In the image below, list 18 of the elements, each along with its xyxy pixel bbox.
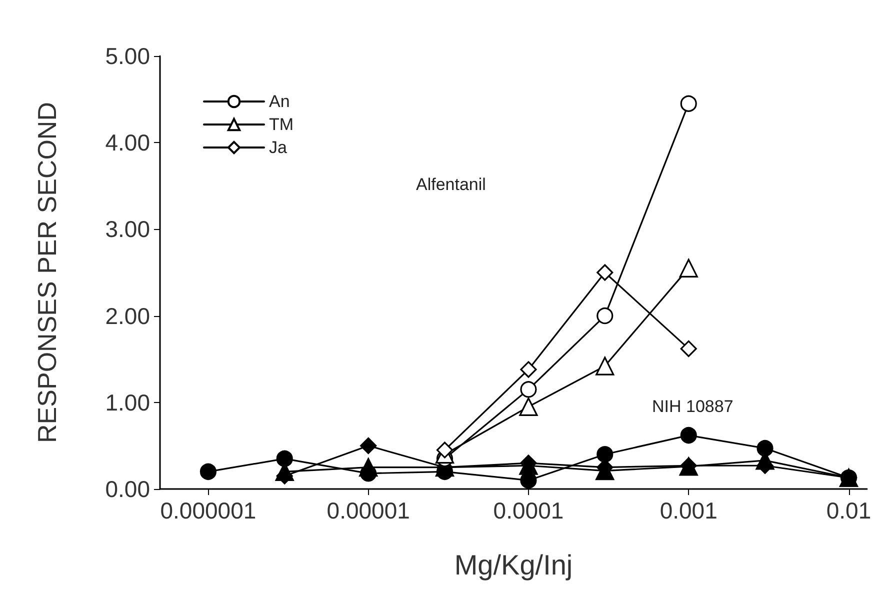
y-tick-label: 1.00 xyxy=(105,389,150,416)
legend-label: TM xyxy=(269,115,294,134)
annotation: NIH 10887 xyxy=(652,397,734,416)
y-tick-label: 0.00 xyxy=(105,476,150,502)
y-tick-label: 3.00 xyxy=(105,216,150,242)
x-tick-label: 0.00001 xyxy=(326,498,410,524)
x-axis-title: Mg/Kg/Inj xyxy=(454,550,573,580)
legend-label: An xyxy=(269,92,290,111)
x-tick-label: 0.000001 xyxy=(160,498,256,524)
y-tick-label: 5.00 xyxy=(105,43,150,69)
x-tick-label: 0.0001 xyxy=(493,498,564,524)
annotation: Alfentanil xyxy=(416,175,486,194)
x-tick-label: 0.01 xyxy=(826,498,872,524)
y-tick-label: 2.00 xyxy=(105,302,150,329)
y-tick-label: 4.00 xyxy=(105,130,150,156)
legend-label: Ja xyxy=(269,138,288,157)
y-axis-title: RESPONSES PER SECOND xyxy=(32,102,62,443)
x-tick-label: 0.001 xyxy=(660,498,718,524)
